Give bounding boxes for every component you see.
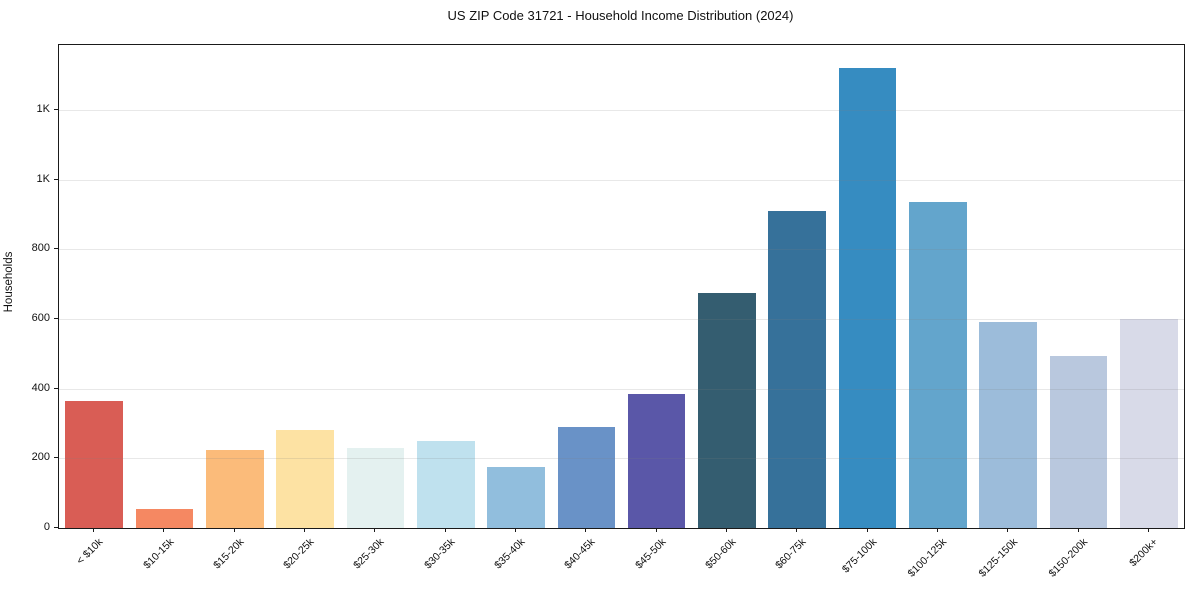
y-tick-label: 600 [31, 311, 50, 324]
x-tick-mark [1077, 528, 1079, 532]
gridline [59, 249, 1184, 251]
bar-10k [65, 400, 123, 528]
bar-75-100k [838, 68, 897, 528]
bar-45-50k [627, 393, 686, 528]
y-tick-label: 200 [31, 451, 50, 464]
x-tick-label: $100-125k [905, 536, 950, 580]
y-tick-mark [54, 527, 58, 528]
x-tick-mark [233, 528, 235, 532]
bar-25-30k [346, 447, 405, 528]
y-tick-label: 0 [43, 521, 50, 533]
x-tick-label: $45-50k [632, 536, 669, 572]
bar-15-20k [205, 449, 264, 528]
x-tick-label: $30-35k [421, 536, 458, 572]
gridline [59, 458, 1184, 460]
x-tick-mark [444, 528, 446, 532]
x-tick-mark [1007, 528, 1009, 532]
y-tick-mark [54, 387, 58, 389]
y-tick-mark [54, 108, 58, 110]
x-tick-label: $150-200k [1046, 536, 1091, 580]
y-tick-mark [54, 248, 58, 250]
x-tick-label: < $10k [74, 536, 106, 567]
plot-area [58, 44, 1185, 529]
bar-35-40k [487, 467, 545, 528]
x-tick-mark [163, 528, 165, 532]
y-tick-mark [54, 457, 58, 459]
x-tick-label: $10-15k [140, 536, 176, 572]
bar-50-60k [698, 292, 756, 528]
x-tick-label: $20-25k [281, 536, 317, 572]
bar-125-150k [979, 322, 1038, 528]
x-tick-label: $35-40k [492, 536, 528, 572]
x-tick-mark [304, 528, 306, 532]
x-tick-mark [725, 528, 727, 532]
y-tick-label: 400 [31, 381, 50, 394]
x-tick-mark [796, 528, 798, 532]
x-tick-label: $60-75k [773, 536, 809, 572]
gridline [59, 318, 1184, 320]
x-tick-label: $75-100k [839, 536, 880, 576]
chart-title: US ZIP Code 31721 - Household Income Dis… [447, 8, 794, 23]
x-tick-mark [93, 528, 95, 532]
gridline [59, 388, 1184, 390]
x-tick-mark [585, 528, 587, 532]
bar-40-45k [557, 426, 616, 528]
x-tick-mark [515, 528, 517, 532]
gridline [59, 179, 1184, 181]
x-tick-label: $125-150k [976, 536, 1020, 580]
bar-20-25k [276, 430, 334, 528]
bar-150-200k [1049, 355, 1108, 528]
x-tick-label: $200k+ [1127, 536, 1161, 570]
x-tick-mark [1147, 528, 1149, 532]
x-tick-mark [374, 528, 376, 532]
bar-30-35k [416, 440, 475, 528]
y-tick-label: 1K [36, 172, 50, 185]
x-tick-label: $25-30k [351, 536, 387, 572]
y-tick-label: 1K [36, 102, 50, 115]
y-tick-label: 800 [31, 242, 50, 255]
bar-100-125k [909, 202, 967, 528]
gridline [59, 109, 1184, 111]
x-tick-label: $15-20k [210, 536, 247, 572]
x-tick-mark [866, 528, 868, 532]
bar-200k [1120, 318, 1178, 528]
bar-10-15k [135, 508, 194, 528]
x-tick-label: $40-45k [562, 536, 598, 572]
x-tick-mark [655, 528, 657, 532]
bar-60-75k [768, 210, 827, 528]
x-tick-label: $50-60k [703, 536, 739, 572]
x-tick-mark [936, 528, 938, 532]
y-tick-mark [54, 317, 58, 319]
y-tick-mark [54, 178, 58, 180]
